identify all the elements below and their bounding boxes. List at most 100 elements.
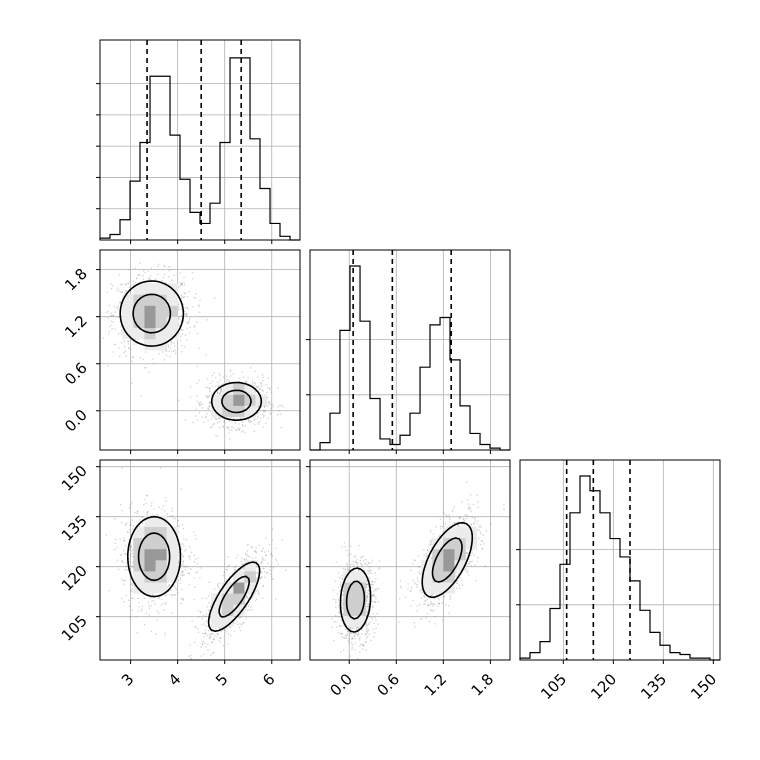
pair-2-0-sample-point <box>141 516 144 518</box>
pair-1-0-sample-point <box>221 383 223 386</box>
pair-2-1-sample-point <box>473 522 475 524</box>
pair-1-0-sample-point <box>162 276 165 279</box>
pair-1-0-sample-point <box>121 291 123 293</box>
pair-2-1-samples <box>331 481 505 660</box>
pair-2-1-sample-point <box>356 634 358 636</box>
pair-2-0-sample-point <box>172 517 174 520</box>
pair-1-0-density-cell <box>122 294 134 306</box>
pair-1-0-sample-point <box>254 370 256 373</box>
pair-2-1-sample-point <box>412 599 414 602</box>
pair-1-0-sample-point <box>259 417 262 419</box>
pair-1-0-sample-point <box>262 409 264 411</box>
pair-2-0-sample-point <box>131 597 133 599</box>
pair-1-0-sample-point <box>205 415 207 417</box>
pair-1-0-sample-point <box>267 417 269 420</box>
pair-1-0-sample-point <box>218 421 221 423</box>
pair-1-0-sample-point <box>220 388 222 390</box>
pair-2-1-sample-point <box>375 627 377 629</box>
pair-2-1-sample-point <box>356 558 358 560</box>
pair-1-0-sample-point <box>239 427 241 429</box>
pair-1-0-sample-point <box>186 306 189 309</box>
pair-2-1-sample-point <box>356 563 358 565</box>
pair-2-1-sample-point <box>339 624 341 627</box>
pair-2-0-sample-point <box>189 658 192 660</box>
pair-1-0-ytick-label: 0.0 <box>61 406 91 436</box>
pair-2-1-sample-point <box>358 639 361 641</box>
pair-1-0-sample-point <box>192 306 194 308</box>
pair-1-0-sample-point <box>250 420 252 423</box>
pair-2-0-sample-point <box>163 609 165 611</box>
pair-2-0-sample-point <box>179 574 181 576</box>
pair-2-0-sample-point <box>193 641 196 644</box>
pair-1-0-sample-point <box>269 388 271 391</box>
pair-2-0-sample-point <box>250 597 252 599</box>
hist-2-frame <box>309 249 511 451</box>
pair-2-0-sample-point <box>175 587 177 589</box>
pair-2-0-sample-point <box>188 556 191 558</box>
pair-2-0-sample-point <box>245 595 247 597</box>
pair-2-0-density-cell <box>155 526 167 539</box>
pair-2-0-sample-point <box>255 579 257 582</box>
pair-1-0-sample-point <box>228 432 230 434</box>
pair-2-1-sample-point <box>367 623 369 625</box>
pair-2-0-sample-point <box>171 507 174 510</box>
pair-2-0-sample-point <box>259 578 261 580</box>
pair-2-0-sample-point <box>180 582 182 585</box>
pair-2-0-sample-point <box>200 611 202 613</box>
pair-2-1-sample-point <box>352 644 354 646</box>
pair-1-0-sample-point <box>123 292 126 294</box>
pair-1-0-sample-point <box>173 274 176 276</box>
pair-1-0-sample-point <box>120 325 122 328</box>
pair-2-0-sample-point <box>129 605 131 607</box>
pair-1-0-sample-point <box>225 375 227 377</box>
pair-2-1-sample-point <box>368 579 371 582</box>
pair-2-0-sample-point <box>190 551 193 553</box>
pair-1-0-sample-point <box>231 416 233 418</box>
pair-2-1-sample-point <box>356 629 358 631</box>
pair-2-0-sample-point <box>145 612 147 614</box>
pair-2-0-sample-point <box>143 503 145 506</box>
pair-2-0-sample-point <box>188 583 191 585</box>
pair-2-1-sample-point <box>474 516 476 519</box>
pair-2-0-sample-point <box>267 562 269 564</box>
pair-2-0-sample-point <box>180 572 183 574</box>
pair-2-1-sample-point <box>350 553 352 555</box>
pair-2-0-sample-point <box>275 560 277 562</box>
pair-1-0-sample-point <box>244 432 246 434</box>
pair-2-1-sample-point <box>366 595 368 597</box>
pair-2-1-sample-point <box>365 600 367 603</box>
pair-2-0-sample-point <box>137 597 139 600</box>
pair-2-0-sample-point <box>129 549 131 551</box>
pair-1-0-sample-point <box>189 396 192 399</box>
pair-1-0-sample-point <box>113 305 115 307</box>
pair-2-0-sample-point <box>234 569 236 571</box>
pair-2-0-sample-point <box>121 597 123 599</box>
pair-2-1-sample-point <box>348 569 350 572</box>
pair-1-0-sample-point <box>245 381 247 383</box>
pair-2-1-sample-point <box>357 632 359 634</box>
pair-1-0-sample-point <box>211 380 214 382</box>
pair-2-1-sample-point <box>373 591 375 593</box>
pair-2-0-sample-point <box>239 629 242 632</box>
pair-2-0-sample-point <box>209 634 212 636</box>
pair-2-0-sample-point <box>182 561 184 563</box>
pair-2-1-sample-point <box>455 522 458 524</box>
pair-2-1-sample-point <box>437 597 439 599</box>
pair-2-1-sample-point <box>340 585 342 588</box>
pair-1-0-sample-point <box>121 283 123 286</box>
pair-2-0-sample-point <box>179 579 182 581</box>
pair-1-0-sample-point <box>238 377 240 379</box>
pair-1-0-density-cell <box>133 327 145 340</box>
pair-1-0-sample-point <box>238 428 240 431</box>
pair-1-0-sample-point <box>279 405 281 407</box>
pair-2-0-sample-point <box>146 495 149 497</box>
pair-1-0-sample-point <box>108 304 111 307</box>
pair-2-1-sample-point <box>459 588 461 590</box>
pair-2-1-sample-point <box>340 606 343 608</box>
pair-2-0-sample-point <box>131 519 133 521</box>
pair-1-0-sample-point <box>165 349 167 352</box>
pair-1-0-sample-point <box>207 419 209 422</box>
pair-1-0-sample-point <box>207 395 209 397</box>
pair-2-0-contour-line <box>137 532 250 618</box>
pair-1-0-density-cell <box>244 405 256 417</box>
